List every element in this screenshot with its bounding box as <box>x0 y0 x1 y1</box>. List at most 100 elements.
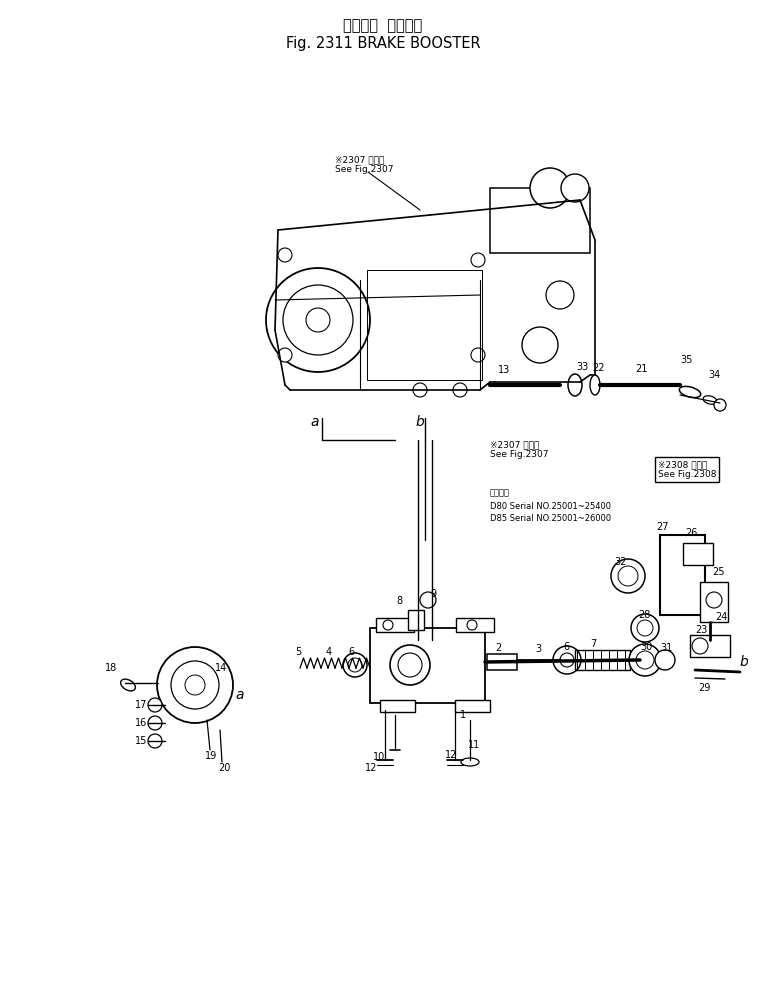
Text: 34: 34 <box>708 370 720 380</box>
Circle shape <box>522 327 558 363</box>
Circle shape <box>629 644 661 676</box>
Circle shape <box>278 248 292 262</box>
Ellipse shape <box>120 679 135 691</box>
Circle shape <box>343 653 367 677</box>
Bar <box>376 618 414 632</box>
Circle shape <box>283 285 353 355</box>
Circle shape <box>171 661 219 709</box>
Circle shape <box>390 645 430 685</box>
Text: 6: 6 <box>563 642 569 652</box>
Circle shape <box>546 281 574 309</box>
Circle shape <box>692 638 708 654</box>
Circle shape <box>148 716 162 730</box>
Bar <box>367 270 482 380</box>
Text: 11: 11 <box>468 740 480 750</box>
Circle shape <box>636 651 654 669</box>
Text: 35: 35 <box>680 355 693 365</box>
Circle shape <box>266 268 370 372</box>
Text: 17: 17 <box>135 700 147 710</box>
Bar <box>490 188 590 253</box>
Circle shape <box>157 648 233 723</box>
Circle shape <box>420 592 436 608</box>
Text: 21: 21 <box>635 364 647 374</box>
Circle shape <box>561 174 589 202</box>
Text: ※2307 図参照
See Fig.2307: ※2307 図参照 See Fig.2307 <box>490 440 548 459</box>
Text: 19: 19 <box>205 751 217 761</box>
Text: 12: 12 <box>365 763 377 773</box>
Circle shape <box>467 620 477 630</box>
Circle shape <box>553 646 581 674</box>
Text: a: a <box>235 688 243 702</box>
Circle shape <box>637 620 653 636</box>
Text: 3: 3 <box>535 644 542 654</box>
Circle shape <box>655 650 675 670</box>
Text: 8: 8 <box>396 596 402 606</box>
Circle shape <box>706 592 722 608</box>
Circle shape <box>453 383 467 397</box>
Circle shape <box>148 734 162 748</box>
Text: 13: 13 <box>498 365 510 375</box>
Circle shape <box>611 559 645 593</box>
Circle shape <box>185 675 205 695</box>
Bar <box>380 700 415 712</box>
Text: 22: 22 <box>592 363 604 373</box>
Circle shape <box>560 653 574 667</box>
Ellipse shape <box>703 396 717 404</box>
Circle shape <box>618 566 638 586</box>
Circle shape <box>471 253 485 267</box>
Text: 25: 25 <box>712 567 725 577</box>
Circle shape <box>148 698 162 712</box>
Bar <box>487 654 517 670</box>
Bar <box>455 700 490 712</box>
Bar <box>456 618 494 632</box>
Text: 26: 26 <box>685 528 697 538</box>
Ellipse shape <box>461 758 479 766</box>
Text: 28: 28 <box>638 610 650 620</box>
Circle shape <box>278 348 292 362</box>
Text: 1: 1 <box>460 710 466 720</box>
Bar <box>575 650 630 670</box>
Text: D80 Serial NO.25001~25400: D80 Serial NO.25001~25400 <box>490 502 611 511</box>
Text: 2: 2 <box>495 643 502 653</box>
Circle shape <box>306 308 330 332</box>
Text: 15: 15 <box>135 736 147 746</box>
Text: b: b <box>415 415 423 429</box>
Circle shape <box>631 614 659 642</box>
Text: 30: 30 <box>640 642 652 652</box>
Text: 14: 14 <box>215 663 227 673</box>
Text: 6: 6 <box>348 648 354 657</box>
Text: 5: 5 <box>295 648 301 657</box>
Text: Fig. 2311 BRAKE BOOSTER: Fig. 2311 BRAKE BOOSTER <box>285 36 480 51</box>
Text: 27: 27 <box>656 522 669 532</box>
Text: 31: 31 <box>660 643 672 653</box>
Text: 10: 10 <box>373 752 385 762</box>
Text: 29: 29 <box>698 683 710 693</box>
Text: 9: 9 <box>430 589 436 599</box>
Text: 20: 20 <box>218 763 230 773</box>
Bar <box>683 543 713 565</box>
Bar <box>370 628 485 703</box>
Ellipse shape <box>568 374 582 396</box>
Bar <box>690 635 730 657</box>
Text: 33: 33 <box>576 362 588 372</box>
Text: ブレーキ  ブースタ: ブレーキ ブースタ <box>344 18 423 33</box>
Text: D85 Serial NO.25001~26000: D85 Serial NO.25001~26000 <box>490 514 611 523</box>
Text: 32: 32 <box>614 557 627 567</box>
Circle shape <box>413 383 427 397</box>
Bar <box>408 610 424 630</box>
Text: ※2307 図参照
See Fig.2307: ※2307 図参照 See Fig.2307 <box>335 155 393 174</box>
Circle shape <box>383 620 393 630</box>
Circle shape <box>530 168 570 208</box>
Text: 23: 23 <box>695 625 707 635</box>
Circle shape <box>398 653 422 677</box>
Text: 4: 4 <box>326 648 332 657</box>
Text: 適用年式: 適用年式 <box>490 488 510 497</box>
Text: 24: 24 <box>715 612 727 622</box>
Ellipse shape <box>590 375 600 395</box>
Text: 7: 7 <box>590 639 596 649</box>
Bar <box>660 535 705 615</box>
Text: a: a <box>310 415 318 429</box>
Bar <box>700 582 728 622</box>
Circle shape <box>471 348 485 362</box>
Text: 18: 18 <box>105 663 117 673</box>
